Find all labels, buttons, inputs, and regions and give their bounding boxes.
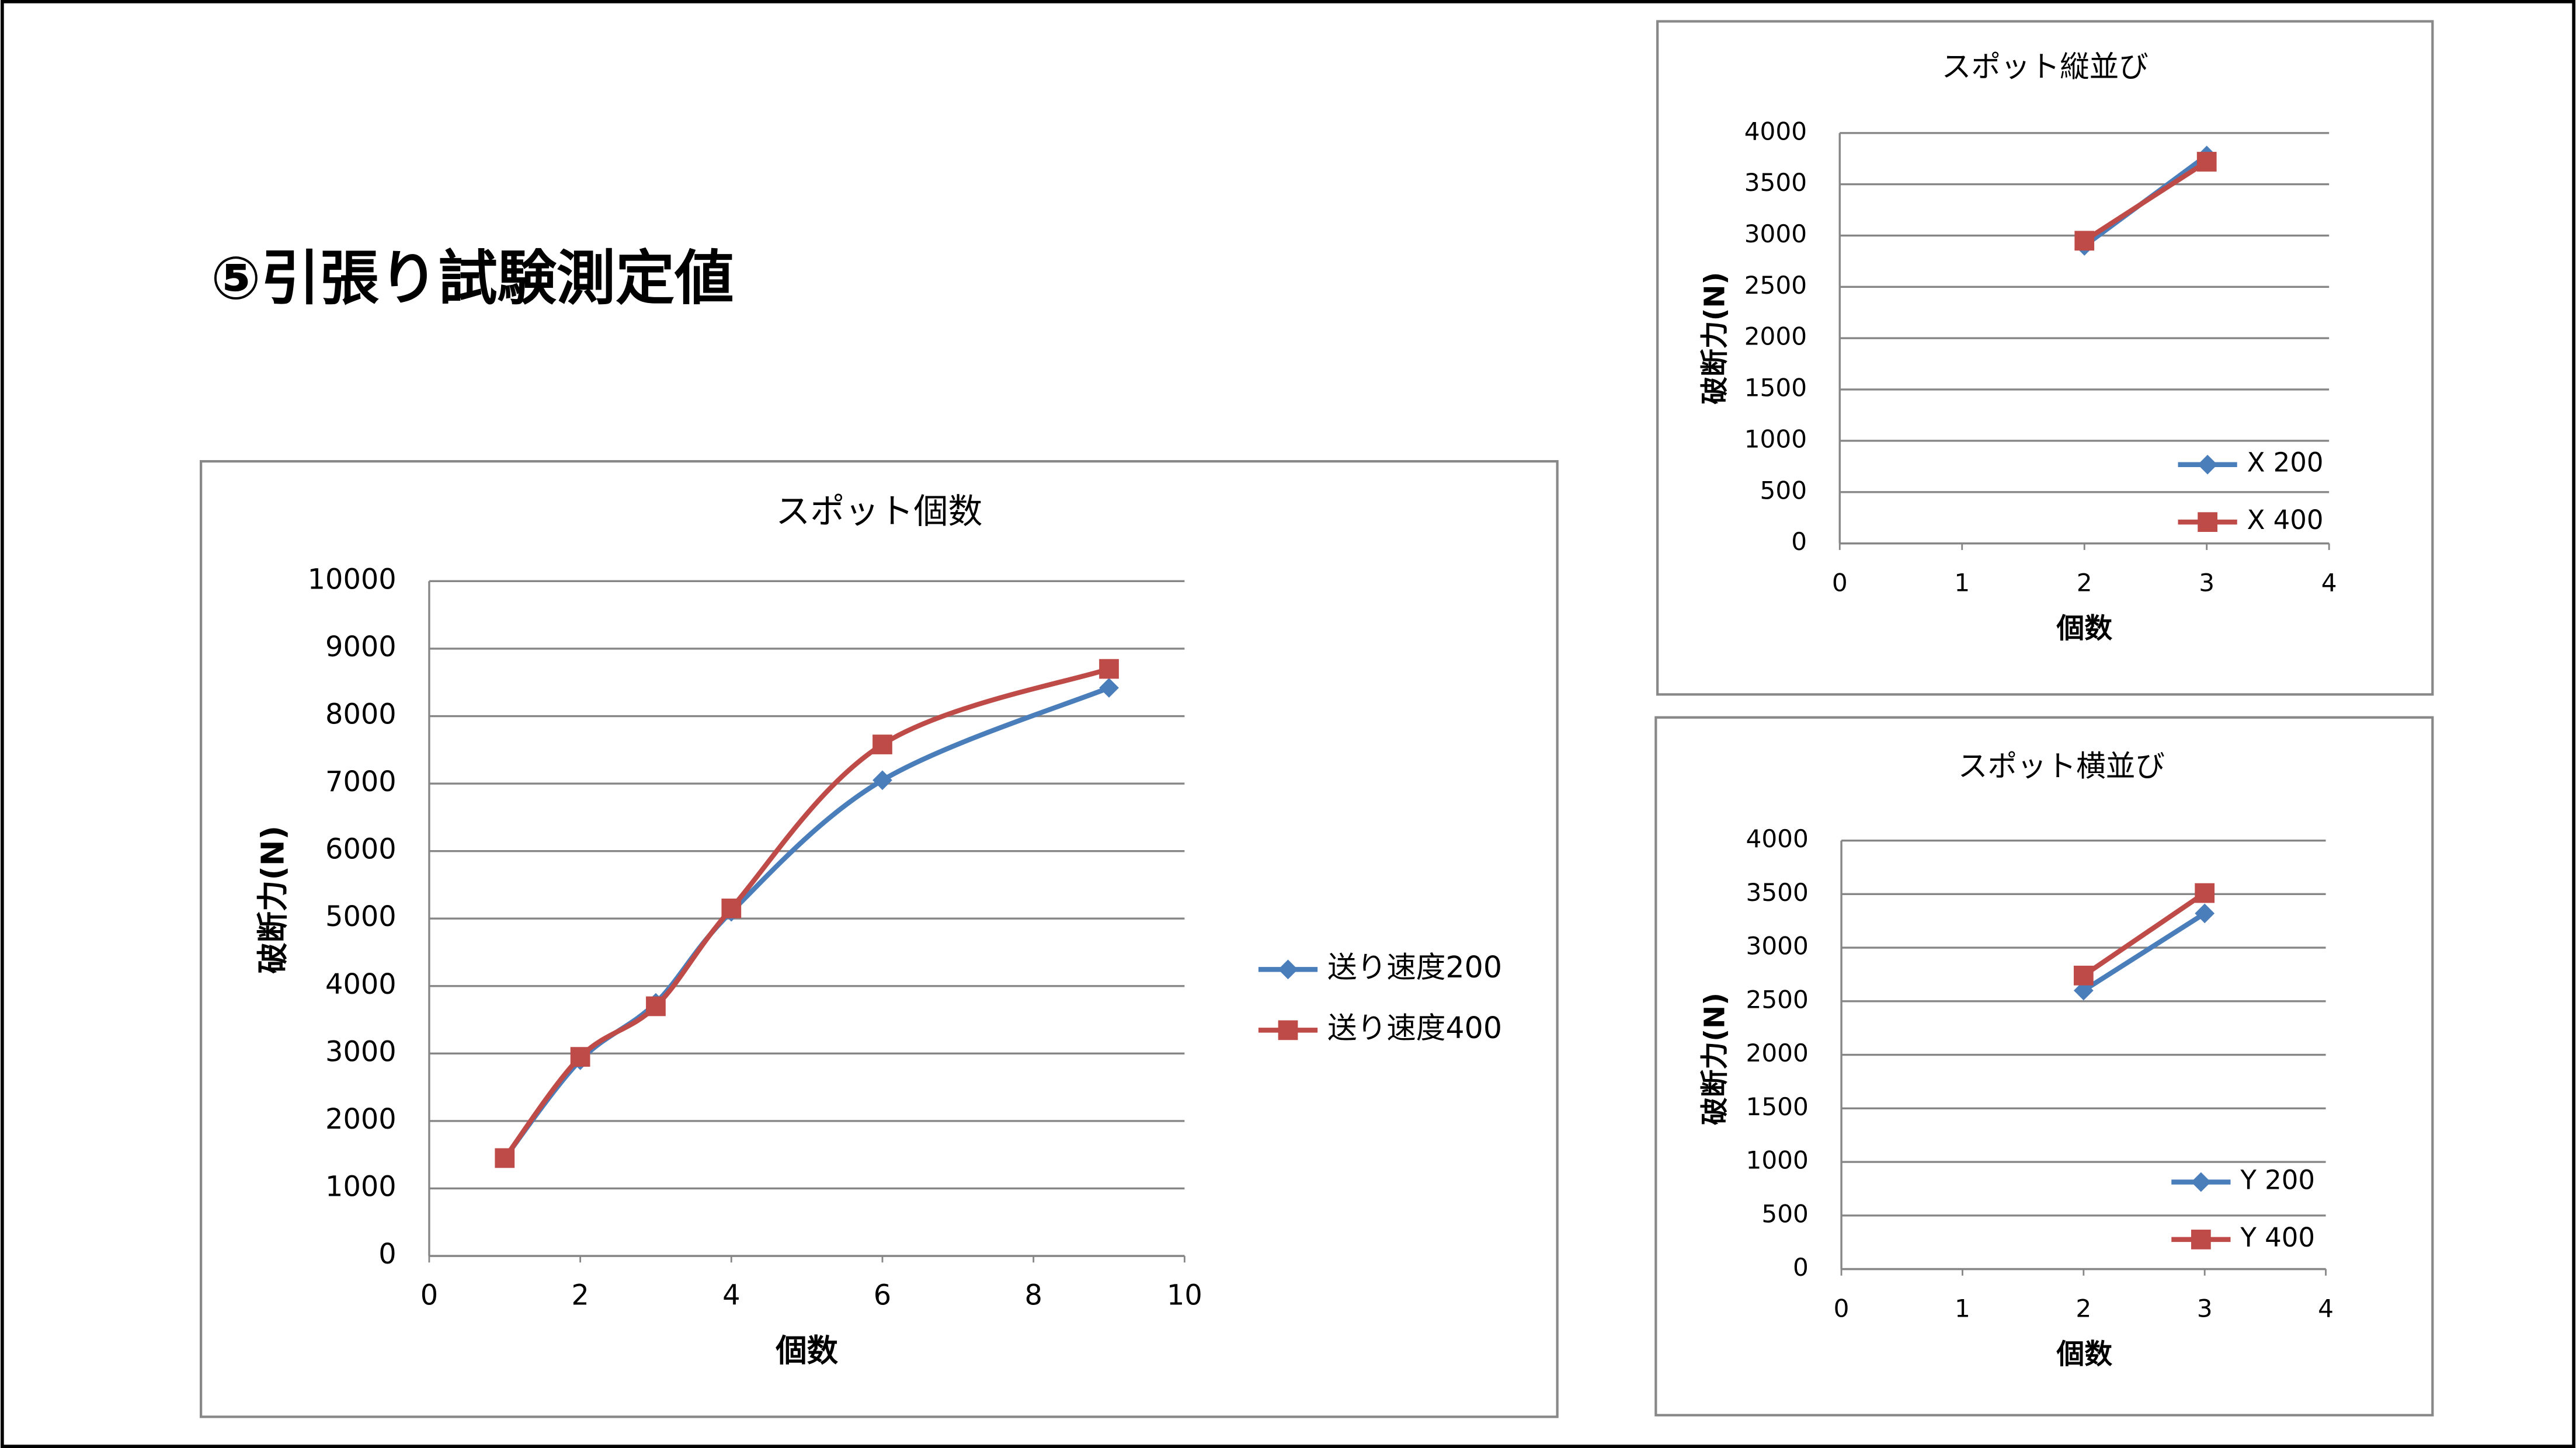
y-tick-label: 4000 (1744, 117, 1807, 145)
y-tick-label: 3500 (1746, 878, 1809, 907)
y-tick-label: 2000 (1744, 322, 1807, 351)
marker (721, 898, 742, 918)
y-tick-label: 4000 (325, 969, 397, 1001)
legend-marker (2198, 454, 2217, 475)
y-tick-label: 3000 (1746, 932, 1809, 960)
x-tick-label: 8 (1024, 1279, 1042, 1311)
y-axis-label: 破断力(N) (1699, 272, 1731, 405)
y-tick-label: 2000 (325, 1104, 397, 1136)
legend-label: X 400 (2247, 504, 2324, 535)
y-tick-label: 1000 (325, 1171, 397, 1203)
series-line (2082, 911, 2206, 993)
x-tick-label: 4 (2321, 568, 2337, 597)
y-tick-label: 3500 (1744, 168, 1807, 197)
y-tick-label: 500 (1761, 1199, 1808, 1228)
y-tick-label: 10000 (308, 563, 397, 596)
x-tick-label: 3 (2197, 1294, 2213, 1322)
marker (2073, 965, 2094, 986)
y-tick-label: 3000 (1744, 220, 1807, 248)
x-tick-label: 2 (2077, 568, 2092, 597)
legend-label: X 200 (2247, 447, 2324, 478)
x-tick-label: 2 (571, 1279, 589, 1311)
y-tick-label: 3000 (325, 1036, 397, 1068)
y-tick-label: 9000 (325, 631, 397, 663)
legend-label: 送り速度400 (1327, 1011, 1502, 1045)
x-tick-label: 4 (722, 1279, 740, 1311)
x-tick-label: 3 (2199, 568, 2215, 597)
x-axis-label: 個数 (2056, 1339, 2112, 1371)
y-axis-label: 破断力(N) (254, 826, 291, 974)
y-tick-label: 1500 (1746, 1092, 1809, 1121)
x-tick-label: 2 (2076, 1294, 2091, 1322)
y-tick-label: 7000 (325, 766, 397, 798)
y-tick-label: 5000 (325, 901, 397, 933)
chart-title: スポット個数 (776, 491, 982, 531)
marker (872, 770, 892, 791)
legend-label: Y 400 (2240, 1222, 2315, 1253)
legend-marker (2198, 512, 2217, 532)
marker (2074, 231, 2095, 251)
chart-frame (1654, 716, 2434, 1416)
y-tick-label: 8000 (325, 699, 397, 731)
slide-title: ⑤引張り試験測定値 (211, 243, 733, 312)
y-tick-label: 6000 (325, 834, 397, 866)
x-axis-label: 個数 (2056, 613, 2112, 645)
y-tick-label: 1500 (1744, 374, 1807, 402)
chart-frame (199, 460, 1559, 1418)
x-tick-label: 0 (1834, 1294, 1850, 1322)
y-tick-label: 2500 (1746, 985, 1809, 1014)
marker (2196, 152, 2217, 172)
y-axis-label: 破断力(N) (1699, 993, 1731, 1125)
y-tick-label: 0 (378, 1238, 396, 1271)
y-tick-label: 2000 (1746, 1039, 1809, 1067)
x-tick-label: 1 (1955, 1294, 1970, 1322)
marker (2195, 903, 2215, 924)
y-tick-label: 4000 (1746, 824, 1809, 853)
legend-label: Y 200 (2240, 1164, 2315, 1195)
marker (2195, 883, 2215, 903)
y-tick-label: 1000 (1744, 424, 1807, 453)
marker (872, 735, 892, 754)
marker (646, 996, 666, 1017)
y-tick-label: 2500 (1744, 271, 1807, 300)
x-tick-label: 10 (1167, 1279, 1202, 1311)
marker (1099, 659, 1119, 679)
y-tick-label: 0 (1791, 527, 1807, 556)
series-line (2082, 891, 2206, 978)
legend-marker (2191, 1230, 2211, 1249)
legend-marker (2191, 1172, 2211, 1192)
x-tick-label: 0 (420, 1279, 438, 1311)
chart-title: スポット縦並び (1942, 50, 2149, 84)
marker (495, 1148, 515, 1168)
y-tick-label: 0 (1793, 1253, 1809, 1282)
chart-title: スポット横並び (1958, 749, 2165, 783)
marker (2073, 980, 2094, 1001)
series-line (2083, 159, 2208, 243)
x-axis-label: 個数 (775, 1332, 838, 1369)
x-tick-label: 0 (1832, 568, 1848, 597)
y-tick-label: 1000 (1746, 1146, 1809, 1175)
x-tick-label: 4 (2318, 1294, 2334, 1322)
legend-marker (1278, 1020, 1298, 1040)
x-tick-label: 6 (874, 1279, 891, 1311)
y-tick-label: 500 (1760, 476, 1807, 504)
x-tick-label: 1 (1954, 568, 1970, 597)
legend-label: 送り速度200 (1327, 950, 1502, 984)
marker (570, 1047, 590, 1067)
